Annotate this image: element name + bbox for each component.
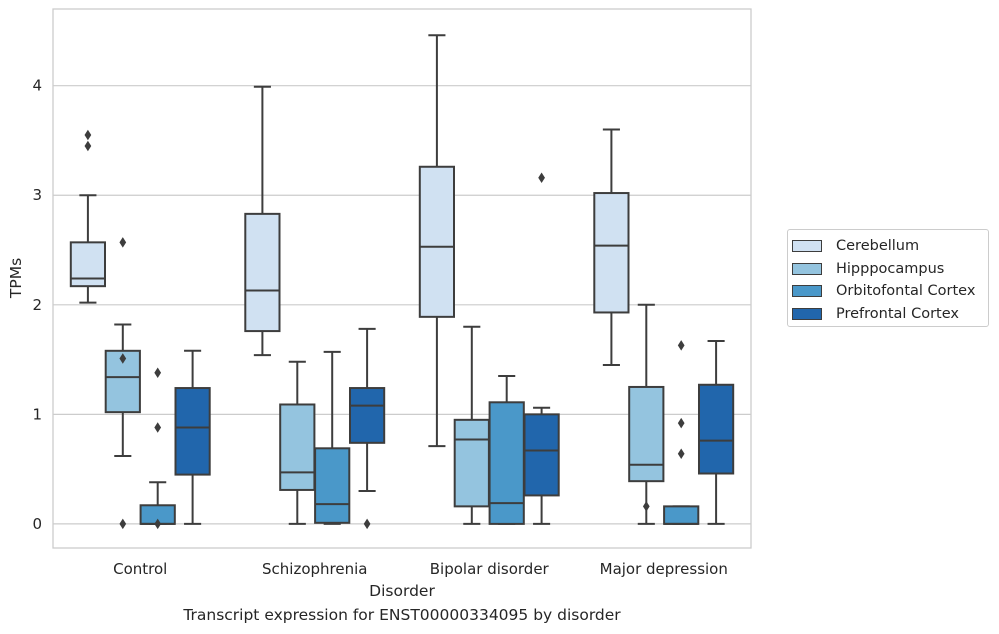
outlier-point	[84, 129, 92, 141]
box-series	[69, 34, 735, 530]
outlier-point	[119, 518, 127, 530]
legend-item-cerebellum: Cerebellum	[792, 235, 988, 258]
x-tick-labels: Control Schizophrenia Bipolar disorder Majo…	[113, 560, 728, 578]
box	[593, 192, 630, 314]
outlier-point	[154, 367, 162, 378]
box	[314, 447, 351, 524]
box	[69, 241, 107, 288]
legend: Cerebellum Hipppocampus Orbitofontal Cor…	[787, 229, 989, 327]
box	[628, 385, 665, 483]
outlier-point	[642, 501, 650, 512]
box	[453, 418, 490, 508]
box	[418, 165, 456, 318]
y-tick-label: 0	[32, 515, 42, 533]
box	[244, 212, 281, 333]
box	[523, 413, 560, 497]
legend-swatch-cerebellum	[792, 240, 822, 253]
legend-label-prefrontal: Prefrontal Cortex	[836, 305, 959, 322]
y-tick-label: 2	[32, 296, 42, 314]
outlier-point	[677, 448, 685, 460]
box	[488, 401, 525, 525]
legend-label-cerebellum: Cerebellum	[836, 238, 920, 255]
y-tick-labels: 0 1 2 3 4	[32, 77, 42, 533]
y-tick-label: 3	[32, 186, 42, 204]
outlier-point	[119, 353, 127, 364]
legend-item-orbitofrontal: Orbitofontal Cortex	[792, 280, 988, 303]
y-tick-label: 4	[32, 77, 42, 95]
figure-caption: Transcript expression for ENST0000033409…	[183, 606, 621, 624]
y-tick-label: 1	[32, 405, 42, 423]
outlier-point	[677, 417, 685, 429]
box	[174, 387, 211, 476]
x-tick-label: Bipolar disorder	[430, 560, 550, 578]
legend-item-prefrontal: Prefrontal Cortex	[792, 303, 988, 326]
outlier-point	[677, 340, 685, 351]
legend-swatch-orbitofrontal	[792, 285, 822, 298]
outlier-point	[84, 140, 92, 152]
x-axis-label: Disorder	[369, 582, 435, 600]
legend-label-orbitofrontal: Orbitofontal Cortex	[836, 283, 976, 300]
box	[348, 387, 386, 444]
x-tick-label: Major depression	[600, 560, 728, 578]
outlier-point	[154, 422, 162, 433]
box	[663, 505, 700, 525]
x-tick-label: Control	[113, 560, 167, 578]
outlier-point	[538, 172, 545, 183]
y-axis-label: TPMs	[7, 258, 25, 299]
legend-swatch-prefrontal	[792, 307, 822, 320]
outlier-point	[154, 518, 162, 530]
outlier-point	[119, 237, 127, 248]
legend-item-hippocampus: Hipppocampus	[792, 258, 988, 281]
legend-label-hippocampus: Hipppocampus	[836, 260, 945, 277]
legend-swatch-hippocampus	[792, 262, 822, 275]
x-tick-label: Schizophrenia	[262, 560, 367, 578]
box	[697, 383, 735, 475]
box	[279, 403, 316, 491]
outlier-point	[363, 518, 371, 530]
